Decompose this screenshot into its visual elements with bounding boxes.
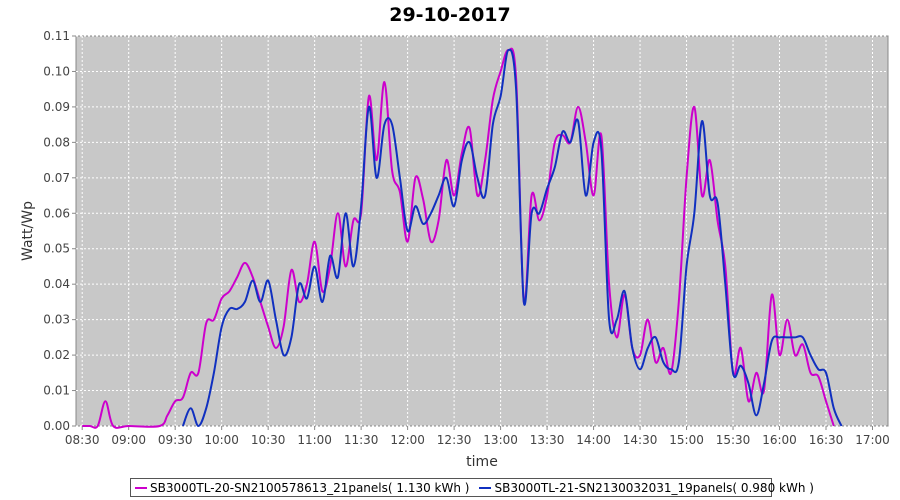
y-axis-label: Watt/Wp [20,201,36,261]
x-tick-label: 15:30 [716,433,751,447]
plot-area [75,35,889,427]
y-tick-label: 0.02 [43,348,70,362]
x-tick-label: 12:30 [437,433,472,447]
legend-swatch [135,486,147,489]
y-tick-label: 0.05 [43,242,70,256]
y-tick-label: 0.09 [43,100,70,114]
x-tick-label: 13:30 [530,433,565,447]
y-tick-label: 0.11 [43,29,70,43]
y-tick-label: 0.04 [43,277,70,291]
x-tick-label: 09:00 [111,433,146,447]
x-axis-label: time [466,454,498,470]
legend-swatch [479,486,492,489]
x-tick-label: 11:00 [297,433,332,447]
x-tick-label: 09:30 [158,433,193,447]
y-tick-label: 0.06 [43,206,70,220]
y-tick-label: 0.08 [43,135,70,149]
y-tick-label: 0.01 [43,384,70,398]
x-tick-label: 14:30 [623,433,658,447]
series-line-1 [82,47,835,429]
legend: SB3000TL-20-SN2100578613_21panels( 1.130… [130,478,814,497]
legend-item-series-2: SB3000TL-21-SN2130032031_19panels( 0.980… [479,480,814,495]
y-tick-label: 0.07 [43,171,70,185]
x-tick-label: 10:00 [204,433,239,447]
x-tick-label: 14:00 [576,433,611,447]
legend-label: SB3000TL-21-SN2130032031_19panels( 0.980… [494,480,814,495]
y-tick-label: 0.03 [43,313,70,327]
x-tick-label: 17:00 [855,433,890,447]
x-tick-label: 16:30 [809,433,844,447]
gridlines [76,35,888,427]
x-axis: 08:30 09:00 09:30 10:00 10:30 11:00 11:30 12:00… [65,426,890,447]
x-tick-label: 10:30 [251,433,286,447]
x-tick-label: 12:00 [390,433,425,447]
x-tick-label: 16:00 [762,433,797,447]
x-tick-label: 15:00 [669,433,704,447]
x-tick-label: 13:00 [483,433,518,447]
x-tick-label: 08:30 [65,433,100,447]
chart-title: 29-10-2017 [389,4,511,26]
series-lines [82,47,843,429]
legend-label: SB3000TL-20-SN2100578613_21panels( 1.130… [150,480,470,495]
y-tick-label: 0.00 [43,419,70,433]
series-line-2 [181,48,843,427]
y-tick-label: 0.10 [43,64,70,78]
legend-item-series-1: SB3000TL-20-SN2100578613_21panels( 1.130… [135,481,469,495]
x-tick-label: 11:30 [344,433,379,447]
y-axis: 0.00 0.01 0.02 0.03 0.04 0.05 0.06 0.07 0.08 0.09… [43,29,76,433]
